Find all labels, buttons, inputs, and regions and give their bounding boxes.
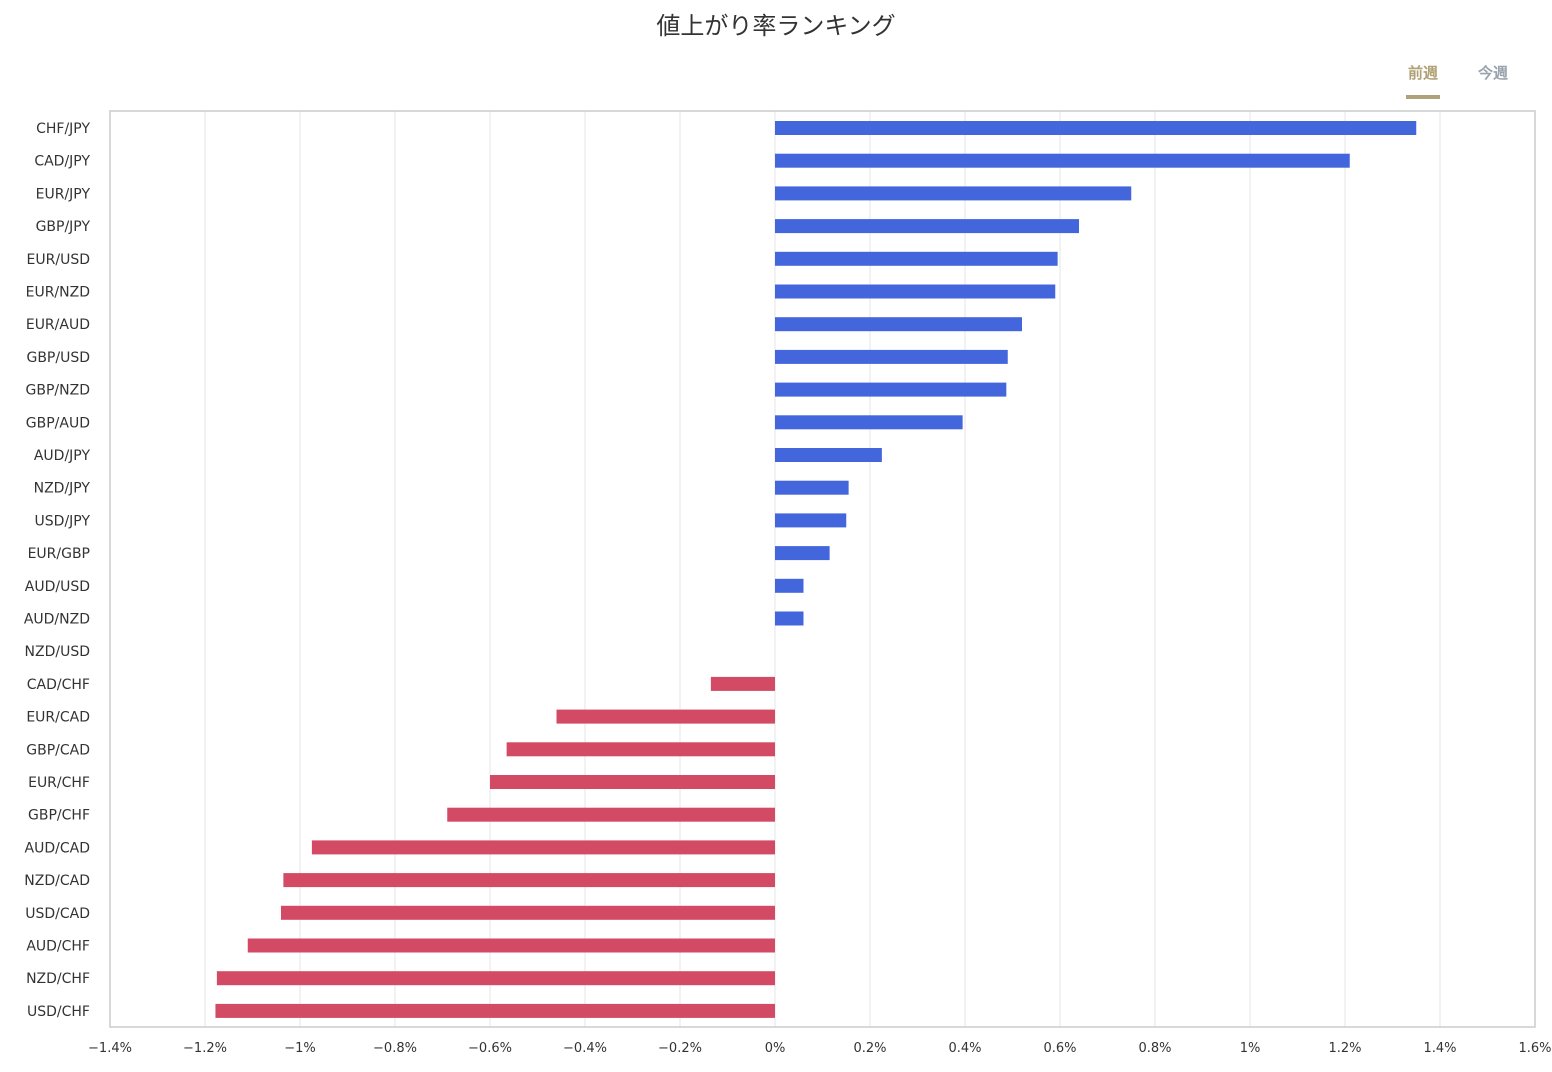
x-tick-label: −0.2% bbox=[658, 1041, 702, 1056]
bar[interactable] bbox=[775, 546, 830, 561]
bar[interactable] bbox=[775, 153, 1350, 168]
bar[interactable] bbox=[775, 415, 963, 430]
y-tick-label: CHF/JPY bbox=[36, 121, 90, 137]
x-tick-label: 0% bbox=[765, 1041, 786, 1056]
y-tick-label: AUD/NZD bbox=[24, 612, 90, 628]
bar[interactable] bbox=[216, 971, 775, 986]
y-tick-label: GBP/USD bbox=[26, 350, 90, 366]
bar[interactable] bbox=[775, 513, 847, 528]
y-tick-label: GBP/NZD bbox=[26, 383, 90, 399]
bar[interactable] bbox=[775, 317, 1022, 332]
bar[interactable] bbox=[775, 349, 1008, 364]
y-tick-label: AUD/CHF bbox=[26, 939, 90, 955]
bar[interactable] bbox=[506, 742, 775, 757]
bar[interactable] bbox=[775, 480, 849, 495]
y-tick-label: CAD/JPY bbox=[34, 154, 90, 170]
y-tick-label: NZD/CAD bbox=[24, 873, 90, 889]
y-tick-label: EUR/CHF bbox=[28, 775, 90, 791]
bar[interactable] bbox=[710, 676, 775, 691]
bar[interactable] bbox=[556, 709, 776, 724]
bar[interactable] bbox=[775, 284, 1056, 299]
bar[interactable] bbox=[283, 873, 775, 888]
y-tick-label: NZD/USD bbox=[25, 644, 90, 660]
y-tick-label: EUR/GBP bbox=[28, 546, 90, 562]
y-tick-label: GBP/JPY bbox=[36, 219, 91, 235]
y-tick-label: EUR/NZD bbox=[26, 285, 90, 301]
x-tick-label: 1.2% bbox=[1328, 1041, 1361, 1056]
bar[interactable] bbox=[775, 186, 1132, 201]
x-tick-label: 1.6% bbox=[1518, 1041, 1551, 1056]
plot-frame bbox=[109, 110, 1536, 1028]
tab-this-week[interactable]: 今週 bbox=[1477, 64, 1508, 82]
bar[interactable] bbox=[775, 219, 1079, 234]
x-tick-label: −0.6% bbox=[468, 1041, 512, 1056]
y-tick-label: CAD/CHF bbox=[27, 677, 90, 693]
bar[interactable] bbox=[775, 448, 882, 462]
y-tick-label: USD/CHF bbox=[27, 1004, 90, 1020]
bar[interactable] bbox=[775, 121, 1417, 135]
y-tick-label: EUR/AUD bbox=[26, 317, 90, 333]
bar[interactable] bbox=[775, 578, 804, 593]
x-tick-label: 1% bbox=[1240, 1041, 1261, 1056]
x-tick-label: −1% bbox=[284, 1041, 316, 1056]
y-tick-label: USD/CAD bbox=[25, 906, 90, 922]
x-tick-label: 0.4% bbox=[948, 1041, 981, 1056]
bar[interactable] bbox=[490, 775, 775, 789]
x-tick-label: −1.2% bbox=[183, 1041, 227, 1056]
x-tick-label: −0.4% bbox=[563, 1041, 607, 1056]
bar[interactable] bbox=[247, 938, 775, 953]
grid-layer bbox=[109, 111, 1536, 1027]
y-tick-label: EUR/JPY bbox=[36, 186, 91, 202]
x-tick-label: 0.2% bbox=[853, 1041, 886, 1056]
bar[interactable] bbox=[311, 840, 775, 855]
x-tick-label: 1.4% bbox=[1423, 1041, 1456, 1056]
x-tick-label: 0.8% bbox=[1138, 1041, 1171, 1056]
x-tick-label: −0.8% bbox=[373, 1041, 417, 1056]
bar-layer bbox=[215, 121, 1417, 1018]
bar[interactable] bbox=[775, 382, 1007, 397]
tab-last-week[interactable]: 前週 bbox=[1405, 58, 1440, 99]
bar[interactable] bbox=[215, 1003, 775, 1018]
bar[interactable] bbox=[447, 807, 775, 822]
x-tick-label: −1.4% bbox=[88, 1041, 132, 1056]
period-tabs: 前週 今週 bbox=[1405, 58, 1510, 99]
x-tick-label: 0.6% bbox=[1043, 1041, 1076, 1056]
y-axis-labels: CHF/JPY CAD/JPY EUR/JPY GBP/JPY EUR/USD EUR/N… bbox=[24, 121, 91, 1020]
y-tick-label: EUR/CAD bbox=[26, 710, 90, 726]
bar[interactable] bbox=[775, 251, 1058, 266]
y-tick-label: GBP/CAD bbox=[26, 742, 90, 758]
y-tick-label: EUR/USD bbox=[27, 252, 90, 268]
y-tick-label: AUD/USD bbox=[25, 579, 90, 595]
chart-title: 値上がり率ランキング bbox=[656, 12, 896, 40]
bar[interactable] bbox=[281, 905, 775, 920]
y-tick-label: NZD/JPY bbox=[34, 481, 91, 497]
y-tick-label: USD/JPY bbox=[35, 513, 91, 529]
y-tick-label: GBP/AUD bbox=[26, 415, 90, 431]
x-axis-labels: −1.4% −1.2% −1% −0.8% −0.6% −0.4% −0.2% 0% 0.2% 0… bbox=[88, 1041, 1551, 1056]
y-tick-label: AUD/CAD bbox=[25, 840, 90, 856]
y-tick-label: GBP/CHF bbox=[28, 808, 90, 824]
y-tick-label: NZD/CHF bbox=[26, 971, 90, 987]
y-tick-label: AUD/JPY bbox=[34, 448, 91, 464]
bar[interactable] bbox=[775, 611, 804, 626]
